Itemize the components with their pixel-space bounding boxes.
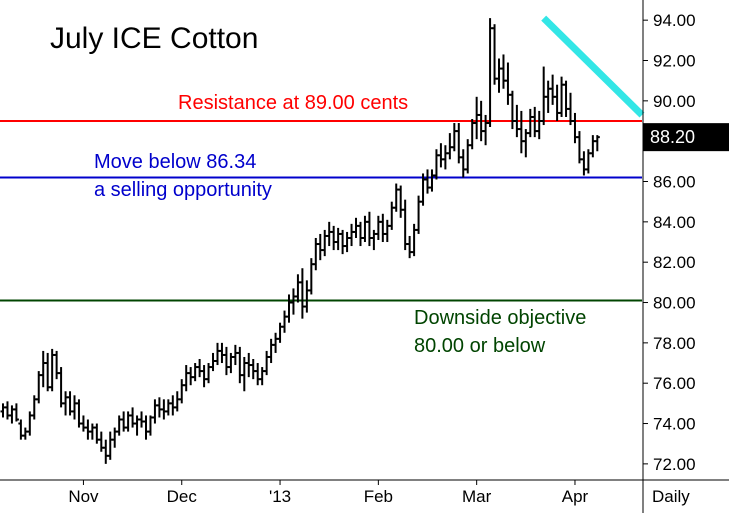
y-tick-label: 82.00 [653,253,696,272]
y-tick-label: 94.00 [653,11,696,30]
x-tick-label: Feb [364,487,393,506]
periodicity-label: Daily [652,487,690,506]
last-price-tag: 88.20 [643,123,729,152]
x-tick-label: Mar [462,487,492,506]
y-tick-label: 72.00 [653,455,696,474]
resistance-annotation: Resistance at 89.00 cents [178,92,408,114]
support-annotation-line-1: Move below 86.34 [94,151,256,173]
x-tick-label: Nov [68,487,99,506]
trendline-group [541,15,645,118]
objective-annotation-line-1: Downside objective [414,307,586,329]
chart-title: July ICE Cotton [50,22,258,55]
x-tick-label: Apr [562,487,589,506]
y-tick-label: 78.00 [653,334,696,353]
y-tick-label: 92.00 [653,52,696,71]
annotations: July ICE Cotton Resistance at 89.00 cent… [50,22,690,506]
y-tick-label: 84.00 [653,213,696,232]
y-tick-label: 76.00 [653,374,696,393]
objective-annotation-line-2: 80.00 or below [414,335,546,357]
price-bar [13,403,19,422]
price-bar [594,135,600,152]
x-tick-label: Dec [167,487,198,506]
y-tick-label: 74.00 [653,415,696,434]
x-axis-ticks: Nov Dec '13 Feb Mar Apr [68,480,589,506]
trendline [541,15,645,118]
price-bars [0,18,600,464]
support-annotation-line-2: a selling opportunity [94,179,272,201]
last-price-box [643,123,729,152]
x-tick-label: '13 [269,487,291,506]
y-axis-ticks: 94.00 92.00 90.00 86.00 84.00 82.00 80.00 78.00… [643,11,696,474]
y-tick-label: 86.00 [653,173,696,192]
last-price-label: 88.20 [650,127,695,147]
y-tick-label: 80.00 [653,294,696,313]
y-tick-label: 90.00 [653,92,696,111]
